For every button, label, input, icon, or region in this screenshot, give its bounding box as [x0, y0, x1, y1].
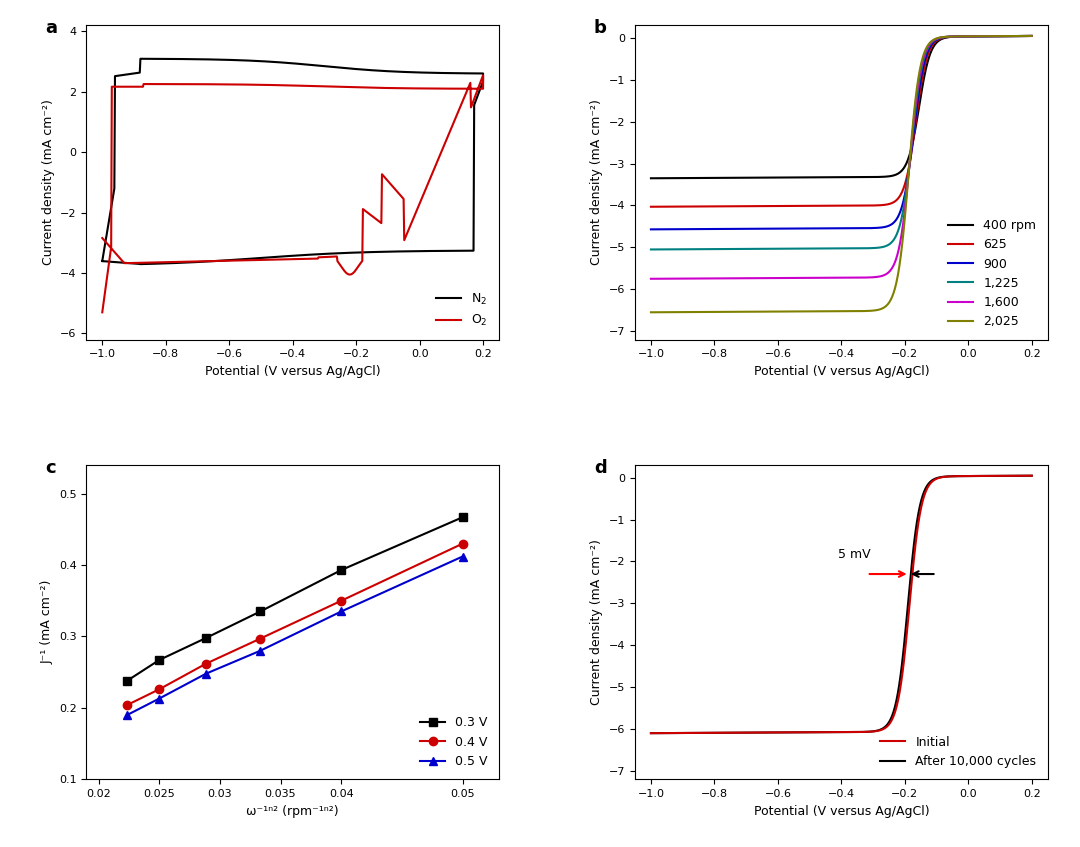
Initial [865, 727, 878, 737]
Initial [645, 728, 658, 739]
Line: 0.5 V: 0.5 V [123, 552, 467, 719]
0.5 V [200, 668, 213, 678]
Initial [933, 473, 946, 483]
Legend: 400 rpm, 625, 900, 1,225, 1,600, 2,025: 400 rpm, 625, 900, 1,225, 1,600, 2,025 [943, 214, 1041, 333]
Text: b: b [594, 19, 607, 37]
Y-axis label: Current density (mA cm⁻²): Current density (mA cm⁻²) [591, 99, 604, 265]
0.4 V [254, 634, 267, 644]
0.5 V [152, 694, 165, 704]
Text: d: d [594, 459, 607, 477]
0.3 V [456, 512, 469, 523]
0.3 V [152, 655, 165, 665]
Initial [667, 728, 680, 738]
After 10,000 cycles [887, 706, 900, 717]
0.3 V [200, 633, 213, 643]
0.5 V [121, 710, 134, 720]
Line: Initial: Initial [651, 476, 1031, 734]
Initial [1025, 471, 1038, 481]
0.4 V [200, 658, 213, 668]
After 10,000 cycles [933, 473, 946, 483]
0.3 V [335, 565, 348, 575]
0.4 V [121, 700, 134, 710]
Y-axis label: Current density (mA cm⁻²): Current density (mA cm⁻²) [591, 540, 604, 706]
Legend: N$_2$, O$_2$: N$_2$, O$_2$ [431, 287, 492, 333]
Y-axis label: Current density (mA cm⁻²): Current density (mA cm⁻²) [42, 99, 55, 265]
After 10,000 cycles [972, 471, 985, 481]
0.5 V [456, 551, 469, 562]
Legend: Initial, After 10,000 cycles: Initial, After 10,000 cycles [876, 731, 1041, 773]
Line: After 10,000 cycles: After 10,000 cycles [651, 476, 1031, 734]
Y-axis label: J⁻¹ (mA cm⁻²): J⁻¹ (mA cm⁻²) [40, 580, 53, 664]
Initial [887, 711, 900, 722]
Text: c: c [45, 459, 56, 477]
Initial [876, 724, 889, 734]
Text: a: a [45, 19, 57, 37]
X-axis label: Potential (V versus Ag/AgCl): Potential (V versus Ag/AgCl) [205, 365, 380, 378]
After 10,000 cycles [667, 728, 680, 738]
0.3 V [121, 676, 134, 686]
0.4 V [456, 539, 469, 549]
After 10,000 cycles [876, 724, 889, 734]
Line: 0.4 V: 0.4 V [123, 540, 467, 709]
After 10,000 cycles [865, 727, 878, 737]
Initial [972, 471, 985, 481]
After 10,000 cycles [645, 728, 658, 739]
X-axis label: Potential (V versus Ag/AgCl): Potential (V versus Ag/AgCl) [754, 805, 929, 817]
X-axis label: Potential (V versus Ag/AgCl): Potential (V versus Ag/AgCl) [754, 365, 929, 378]
Text: 5 mV: 5 mV [838, 549, 870, 562]
0.4 V [335, 595, 348, 606]
0.5 V [335, 606, 348, 617]
After 10,000 cycles [1025, 471, 1038, 481]
Legend: 0.3 V, 0.4 V, 0.5 V: 0.3 V, 0.4 V, 0.5 V [415, 711, 492, 773]
X-axis label: ω⁻¹ⁿ² (rpm⁻¹ⁿ²): ω⁻¹ⁿ² (rpm⁻¹ⁿ²) [246, 805, 339, 817]
0.3 V [254, 606, 267, 617]
Line: 0.3 V: 0.3 V [123, 513, 467, 685]
0.4 V [152, 684, 165, 695]
0.5 V [254, 645, 267, 656]
